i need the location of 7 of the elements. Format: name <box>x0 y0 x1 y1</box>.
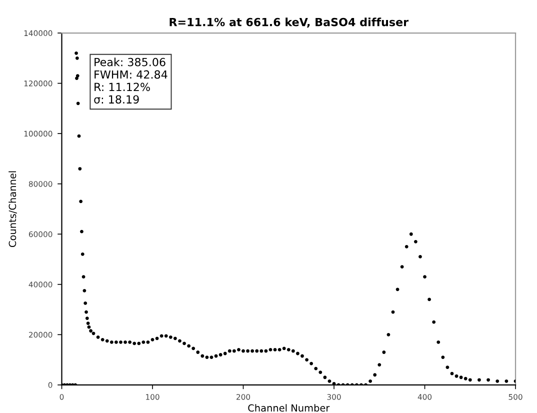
annotation: Peak: 385.06 <box>94 58 166 66</box>
x-axis-title: Channel Number <box>248 404 330 412</box>
annotation: R: 11.12% <box>94 82 150 92</box>
annotation: FWHM: 42.84 <box>94 70 168 79</box>
chart-title: R=11.1% at 661.6 keV, BaSO4 diffuser <box>170 18 409 28</box>
annotation: σ: 18.19 <box>94 95 139 104</box>
y-axis-title: Counts/Channel <box>8 171 17 247</box>
